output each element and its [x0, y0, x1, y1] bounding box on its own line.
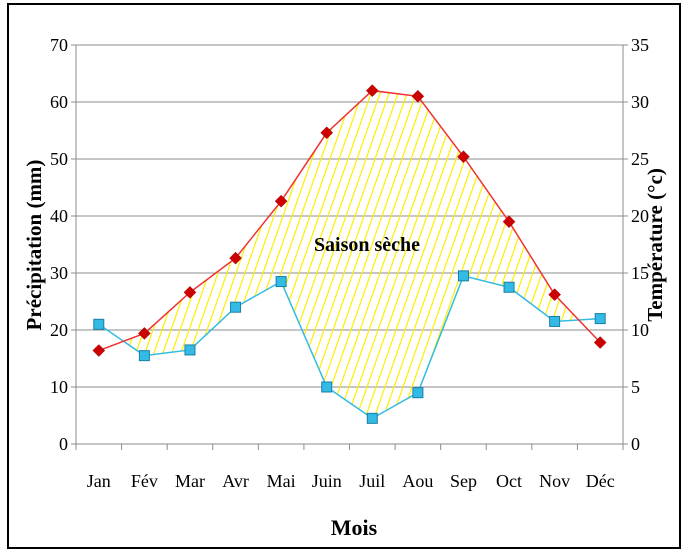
precipitation-line	[98, 274, 601, 420]
temperature-point	[593, 336, 607, 349]
y2-tick-label: 5	[631, 377, 640, 397]
hatch-line	[123, 90, 254, 419]
hatch-line	[409, 90, 551, 419]
temperature-point	[320, 126, 334, 140]
precipitation-point	[366, 412, 378, 424]
y2-tick-label: 20	[631, 206, 649, 226]
hatch-line	[472, 90, 579, 419]
y-tick-label: 40	[50, 206, 68, 226]
precipitation-point	[549, 315, 561, 327]
hatch-line	[680, 45, 683, 444]
x-tick-label: Oct	[496, 471, 522, 491]
hatch-line	[9, 45, 19, 444]
chart-svg: 0 10 20 30 40 50 60 70 0 5 10 15 20 25 30 35 Jan Fév Mar Av…	[9, 35, 683, 540]
temperature-point	[548, 288, 561, 302]
hatch-line	[418, 90, 560, 419]
hatch-line	[184, 90, 326, 419]
x-tick-label: Jan	[87, 471, 111, 491]
hatch-line	[481, 90, 579, 419]
y-tick-label: 0	[59, 434, 68, 454]
x-tick-label: Sep	[450, 471, 477, 491]
hatch-line	[130, 90, 272, 419]
precipitation-point	[230, 301, 242, 313]
hatch-line	[123, 90, 218, 419]
precipitation-point	[275, 276, 287, 288]
y-tick-label: 30	[50, 263, 68, 283]
precipitation-point	[93, 318, 105, 330]
y2-tick-label: 15	[631, 263, 649, 283]
temperature-point	[138, 327, 151, 340]
x-tick-label: Avr	[222, 471, 249, 491]
precipitation-point	[321, 381, 333, 393]
y2-tick-label: 0	[631, 434, 640, 454]
hatch-line	[123, 90, 263, 419]
precipitation-point	[412, 387, 424, 399]
hatch-line	[123, 90, 191, 419]
hatch-line	[123, 90, 209, 419]
y2-tick-label: 25	[631, 149, 649, 169]
temperature-point	[92, 344, 106, 357]
x-tick-label: Mai	[267, 471, 296, 491]
y-tick-label: 10	[50, 377, 68, 397]
hatch-line	[9, 45, 10, 444]
hatch-line	[139, 90, 281, 419]
y2-tick-label: 30	[631, 92, 649, 112]
temperature-point	[411, 89, 425, 103]
y2-tick-label: 10	[631, 320, 649, 340]
hatch-line	[499, 90, 579, 419]
hatch-line	[166, 90, 308, 419]
temperature-point	[457, 150, 470, 164]
hatch-line	[463, 90, 579, 419]
x-tick-label: Fév	[131, 471, 158, 491]
y-tick-label: 70	[50, 35, 68, 55]
temperature-point	[229, 251, 242, 265]
y-tick-label: 20	[50, 320, 68, 340]
y2-tick-label: 35	[631, 35, 649, 55]
y2-axis-title: Température (°c)	[643, 168, 667, 322]
hatch-line	[436, 90, 578, 419]
hatch-line	[427, 90, 569, 419]
hatch-line	[123, 90, 236, 419]
hatch-line	[454, 90, 579, 419]
y-axis-title: Précipitation (mm)	[22, 160, 46, 331]
hatch-line	[123, 90, 227, 419]
y-tick-label: 60	[50, 92, 68, 112]
hatch-line	[671, 45, 683, 444]
x-axis-title: Mois	[331, 515, 378, 540]
x-tick-label: Juil	[359, 471, 385, 491]
temperature-point	[502, 215, 516, 229]
precipitation-point	[503, 281, 515, 293]
temperature-point	[274, 194, 288, 208]
hatch-line	[123, 90, 200, 419]
x-tick-label: Mar	[175, 471, 205, 491]
x-tick-label: Déc	[586, 471, 615, 491]
x-tick-label: Nov	[539, 471, 570, 491]
hatch-line	[490, 90, 579, 419]
x-tick-label: Aou	[402, 471, 433, 491]
chart-frame: 0 10 20 30 40 50 60 70 0 5 10 15 20 25 30 35 Jan Fév Mar Av…	[7, 3, 681, 549]
hatch-line	[310, 90, 452, 419]
precipitation-point	[594, 313, 606, 325]
x-tick-label: Juin	[312, 471, 342, 491]
hatch-line	[445, 90, 579, 419]
temperature-point	[183, 286, 197, 299]
temperature-line	[98, 89, 601, 352]
temperature-point	[365, 84, 379, 97]
precipitation-point	[184, 344, 196, 356]
hatch-line	[148, 90, 290, 419]
hatch-line	[157, 90, 299, 419]
dry-season-annotation: Saison sèche	[314, 234, 420, 256]
y-tick-label: 50	[50, 149, 68, 169]
hatch-line	[508, 90, 579, 419]
precipitation-point	[457, 270, 469, 282]
hatch-line	[301, 90, 443, 419]
precipitation-point	[138, 350, 150, 362]
hatch-line	[123, 90, 245, 419]
